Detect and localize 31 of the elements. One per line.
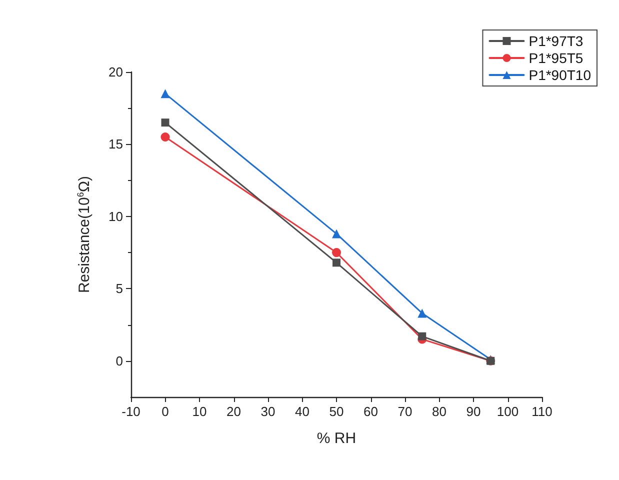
x-tick-label: 40: [295, 404, 310, 419]
legend-label: P1*90T10: [528, 67, 592, 83]
x-tick-label: 30: [260, 404, 276, 419]
x-tick-label: 20: [226, 404, 241, 419]
point: [332, 229, 341, 238]
point: [160, 132, 170, 142]
x-tick-label: 100: [496, 404, 519, 419]
legend-label: P1*95T5: [528, 50, 584, 66]
x-axis-title: % RH: [316, 430, 356, 447]
y-tick-label: 15: [108, 136, 123, 152]
x-tick-label: 80: [432, 404, 446, 419]
point: [418, 332, 426, 340]
y-tick-label: 0: [116, 353, 123, 368]
y-tick-label: 20: [108, 64, 123, 80]
x-tick-label: 10: [192, 404, 207, 419]
x-tick-label: 0: [162, 404, 169, 419]
y-axis-title: Resistance(106Ω): [76, 176, 93, 294]
x-tick-label: 60: [364, 404, 378, 419]
y-tick-label: 5: [116, 281, 123, 296]
point: [161, 118, 170, 127]
x-tick-label: 110: [532, 404, 552, 419]
point: [332, 248, 341, 258]
x-tick-label: 90: [466, 404, 481, 419]
x-tick-label: -10: [122, 404, 140, 419]
point: [332, 258, 340, 267]
x-tick-label: 70: [398, 404, 412, 419]
y-tick-label: 10: [108, 208, 123, 224]
x-tick-label: 50: [329, 404, 344, 419]
point: [418, 308, 427, 318]
legend-label: P1*97T3: [528, 33, 584, 49]
point: [160, 89, 170, 98]
